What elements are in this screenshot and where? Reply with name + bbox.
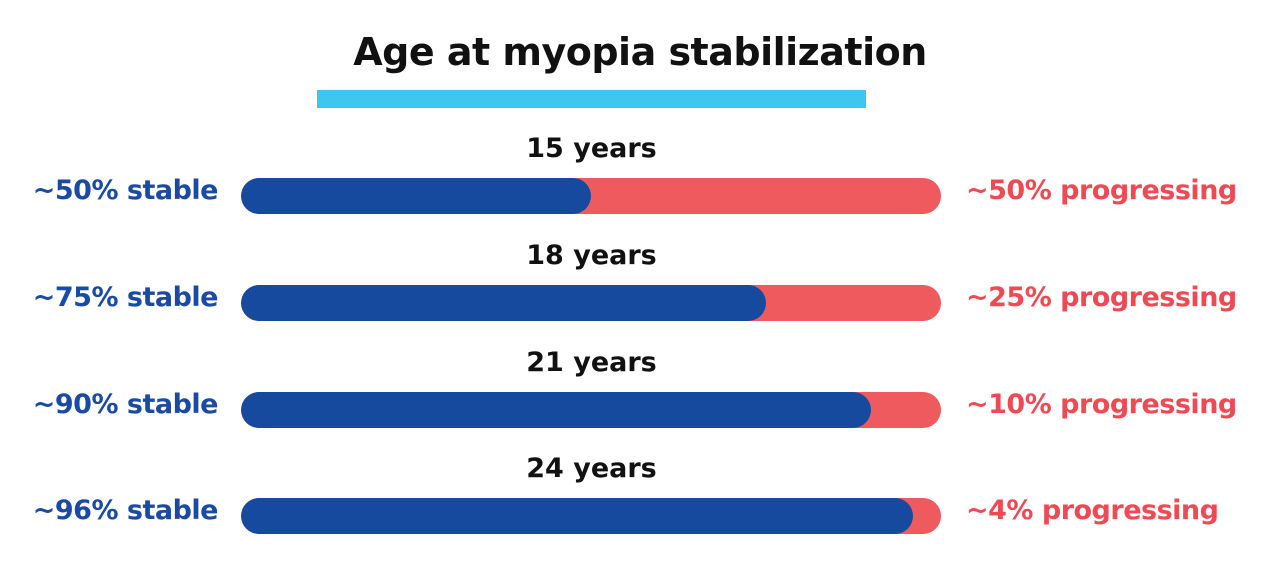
chart-row: 15 years ~50% stable ~50% progressing — [0, 133, 1280, 233]
chart-row: 18 years ~75% stable ~25% progressing — [0, 240, 1280, 340]
stable-bar-segment — [241, 392, 871, 428]
progressing-data-label: ~4% progressing — [966, 495, 1219, 526]
progressing-data-label: ~25% progressing — [966, 282, 1237, 313]
row-age-label: 24 years — [526, 453, 657, 484]
progressing-bar-segment — [241, 498, 941, 534]
stable-data-label: ~75% stable — [32, 282, 219, 313]
stable-bar-segment — [241, 285, 766, 321]
row-age-label: 21 years — [526, 347, 657, 378]
row-age-label: 15 years — [526, 133, 657, 164]
progressing-bar-segment — [241, 392, 941, 428]
progressing-data-label: ~50% progressing — [966, 175, 1237, 206]
stable-data-label: ~96% stable — [32, 495, 219, 526]
stable-data-label: ~50% stable — [32, 175, 219, 206]
chart-row: 21 years ~90% stable ~10% progressing — [0, 347, 1280, 447]
title-underline — [317, 90, 866, 108]
row-age-label: 18 years — [526, 240, 657, 271]
progressing-bar-segment — [241, 178, 941, 214]
progressing-bar-segment — [241, 285, 941, 321]
progressing-data-label: ~10% progressing — [966, 389, 1237, 420]
stable-data-label: ~90% stable — [32, 389, 219, 420]
chart-row: 24 years ~96% stable ~4% progressing — [0, 453, 1280, 553]
stable-bar-segment — [241, 178, 591, 214]
stable-bar-segment — [241, 498, 913, 534]
chart-title: Age at myopia stabilization — [353, 30, 927, 74]
